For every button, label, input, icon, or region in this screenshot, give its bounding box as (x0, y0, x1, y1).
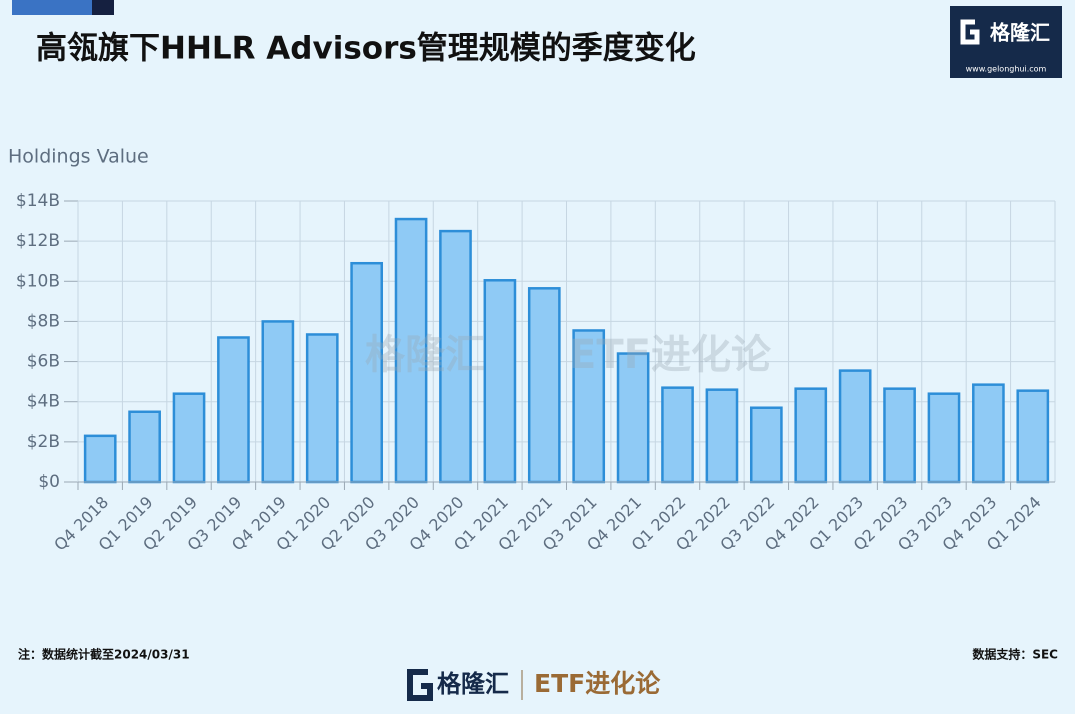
bar (883, 387, 916, 484)
bar (483, 279, 517, 484)
y-tick-label: $4B (27, 392, 60, 412)
bar (749, 406, 783, 484)
y-tick-label: $8B (27, 311, 60, 331)
decor (92, 0, 114, 15)
decor (12, 0, 92, 15)
footer-watermark: ETF进化论 (534, 669, 661, 698)
footer-logo-icon (407, 669, 433, 701)
y-tick-label: $12B (16, 231, 60, 251)
bar (305, 333, 339, 484)
y-tick-label: $6B (27, 352, 60, 372)
bar (927, 392, 961, 484)
source: 数据支持：SEC (972, 647, 1058, 662)
bar (838, 369, 872, 484)
note: 注：数据统计截至2024/03/31 (18, 647, 190, 662)
y-axis-label: Holdings Value (8, 146, 149, 168)
bar (172, 392, 206, 484)
bar (705, 388, 739, 484)
bar (661, 386, 694, 484)
y-tick-label: $0 (38, 472, 60, 492)
y-tick-label: $14B (16, 191, 60, 211)
y-tick-label: $2B (27, 432, 60, 452)
bar (572, 329, 606, 484)
watermark-text: ETF进化论 (569, 332, 772, 378)
bar (83, 434, 117, 484)
bar (261, 320, 295, 484)
bar (350, 261, 384, 484)
logo-icon (960, 19, 980, 45)
bar (972, 383, 1005, 484)
chart-title: 高瓴旗下HHLR Advisors管理规模的季度变化 (36, 31, 696, 67)
bar (217, 336, 250, 484)
bar (1016, 389, 1050, 484)
bar (794, 387, 828, 484)
bar (616, 352, 650, 484)
bar (527, 287, 561, 484)
bar (439, 229, 472, 484)
logo-text: 格隆汇 (990, 21, 1050, 45)
watermark-logo: 格隆汇 (365, 332, 485, 378)
bar (128, 410, 161, 484)
bar (394, 217, 428, 484)
y-tick-label: $10B (16, 271, 60, 291)
footer-logo-text: 格隆汇 (437, 670, 509, 698)
logo-url: www.gelonghui.com (966, 65, 1047, 74)
